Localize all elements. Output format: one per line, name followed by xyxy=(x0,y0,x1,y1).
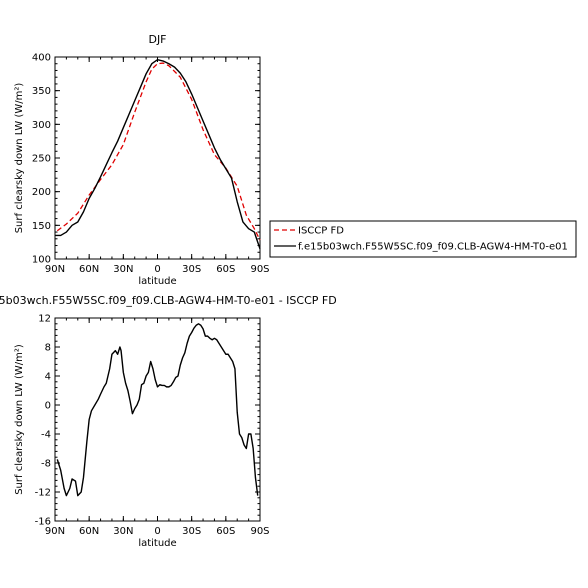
x-tick-label: 60N xyxy=(79,264,99,275)
series-line-0 xyxy=(56,323,259,497)
top-chart: DJF 90N 60N 30N 0 30S 60S 90S 100 150 200 250 300 350… xyxy=(14,33,577,287)
x-tick-label: 90S xyxy=(250,264,269,275)
y-tick-label: 200 xyxy=(32,187,51,198)
y-axis-title: Surf clearsky down LW (W/m²) xyxy=(14,83,25,234)
y-tick-label: 150 xyxy=(32,221,51,232)
x-tick-label: 0 xyxy=(154,526,160,537)
y-tick-label: 4 xyxy=(45,372,51,383)
y-tick-label: -12 xyxy=(35,488,51,499)
y-tick-label: -16 xyxy=(35,517,51,528)
legend-box xyxy=(269,220,577,258)
plot-frame xyxy=(54,317,261,522)
x-tick-label: 60S xyxy=(216,526,235,537)
y-tick-label: 400 xyxy=(32,53,51,64)
plot-frame xyxy=(54,56,261,260)
x-tick-label: 90N xyxy=(45,264,65,275)
bottom-chart: f.e15b03wch.F55W5SC.f09_f09.CLB-AGW4-HM-… xyxy=(0,294,337,549)
series-line-1 xyxy=(55,58,261,250)
chart-title: f.e15b03wch.F55W5SC.f09_f09.CLB-AGW4-HM-… xyxy=(0,294,337,307)
x-tick-label: 30S xyxy=(182,526,201,537)
x-tick-label: 0 xyxy=(154,264,160,275)
x-tick-label: 60S xyxy=(216,264,235,275)
x-tick-label: 30N xyxy=(113,264,133,275)
x-tick-label: 30N xyxy=(113,526,133,537)
series-line-0 xyxy=(56,62,261,241)
x-tick-label: 90S xyxy=(250,526,269,537)
x-tick-label: 60N xyxy=(79,526,99,537)
legend-entry-1: f.e15b03wch.F55W5SC.f09_f09.CLB-AGW4-HM-… xyxy=(298,242,568,253)
chart-title: DJF xyxy=(148,33,166,46)
x-axis-title: latitude xyxy=(138,276,176,287)
y-tick-label: -4 xyxy=(41,430,51,441)
legend-entry-0: ISCCP FD xyxy=(298,226,344,237)
y-tick-label: 0 xyxy=(45,401,51,412)
y-tick-label: -8 xyxy=(41,459,51,470)
y-axis-title: Surf clearsky down LW (W/m²) xyxy=(14,344,25,495)
y-tick-label: 300 xyxy=(32,120,51,131)
y-tick-label: 12 xyxy=(38,314,51,325)
y-tick-label: 350 xyxy=(32,86,51,97)
y-tick-label: 100 xyxy=(32,255,51,266)
x-axis-title: latitude xyxy=(138,538,176,549)
x-tick-label: 30S xyxy=(182,264,201,275)
x-tick-label: 90N xyxy=(45,526,65,537)
y-tick-label: 8 xyxy=(45,343,51,354)
y-tick-label: 250 xyxy=(32,154,51,165)
